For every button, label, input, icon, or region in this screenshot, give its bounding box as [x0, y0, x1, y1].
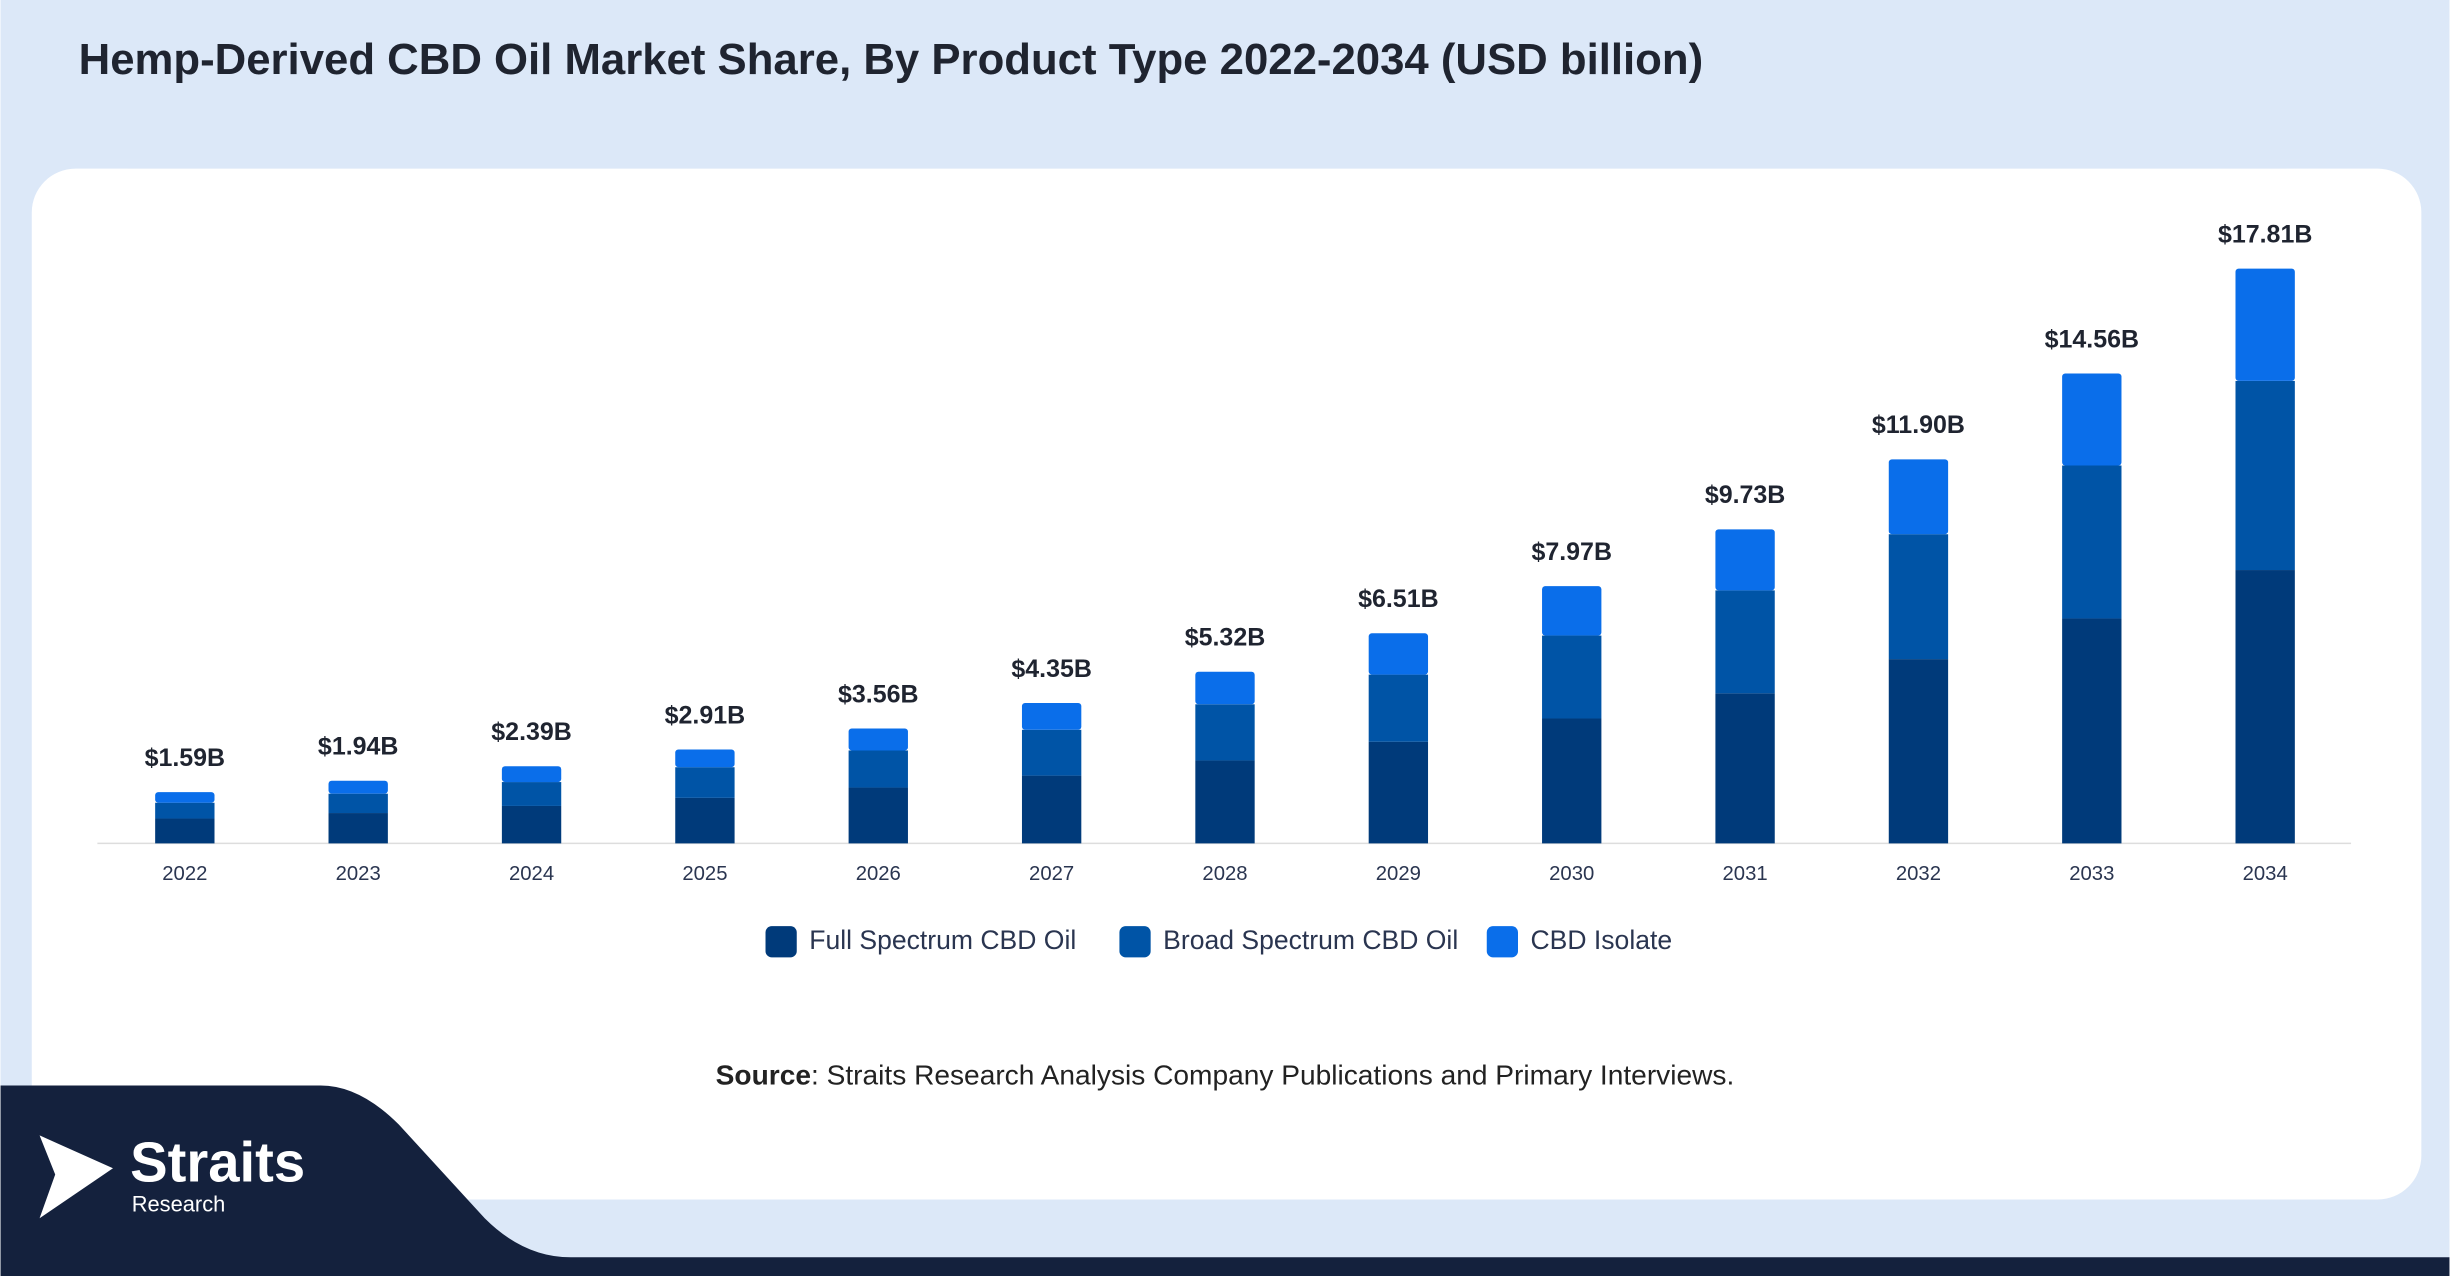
bar-segment	[1542, 635, 1602, 719]
bar-segment	[1195, 704, 1255, 761]
legend-swatch	[765, 926, 797, 958]
bar-segment	[501, 805, 562, 844]
bar-segment	[675, 797, 735, 844]
bar-segment	[328, 793, 388, 814]
bar-segment	[1368, 633, 1429, 675]
legend-label: Broad Spectrum CBD Oil	[1163, 925, 1458, 955]
bar-segment	[1888, 534, 1949, 660]
total-label: $5.32B	[1185, 623, 1266, 651]
x-tick-label: 2023	[336, 863, 381, 885]
bar-segment	[2062, 465, 2122, 619]
total-label: $17.81B	[2218, 220, 2312, 248]
logo-sub: Research	[132, 1191, 226, 1216]
total-label: $1.59B	[145, 744, 226, 772]
bar-segment	[1542, 718, 1602, 844]
total-label: $1.94B	[318, 733, 399, 761]
bar-segment	[1368, 741, 1429, 844]
bar-segment	[155, 818, 215, 844]
bar-segment	[675, 749, 735, 768]
bar-segment	[1021, 729, 1082, 776]
total-label: $3.56B	[838, 680, 919, 708]
bar-segment	[1021, 775, 1082, 844]
x-tick-label: 2030	[1549, 863, 1594, 885]
bar-segment	[2235, 380, 2295, 571]
bar-segment	[2235, 570, 2295, 844]
bar-segment	[848, 787, 908, 844]
legend-label: Full Spectrum CBD Oil	[809, 925, 1076, 955]
bar-segment	[328, 780, 388, 794]
bar-segment	[2062, 618, 2122, 844]
source-text: : Straits Research Analysis Company Publ…	[811, 1060, 1734, 1091]
legend-swatch	[1119, 926, 1151, 958]
bar-segment	[1021, 702, 1082, 730]
total-label: $2.39B	[491, 718, 572, 746]
bar-segment	[848, 750, 908, 788]
bar-segment	[155, 802, 215, 819]
x-tick-label: 2028	[1202, 863, 1247, 885]
bar-segment	[2062, 373, 2122, 466]
source-label: Source	[716, 1060, 811, 1091]
bar-segment	[1888, 659, 1949, 844]
footer-band	[0, 1085, 2450, 1276]
total-label: $2.91B	[665, 701, 746, 729]
total-label: $4.35B	[1011, 655, 1092, 683]
x-tick-label: 2032	[1896, 863, 1941, 885]
x-tick-label: 2025	[682, 863, 727, 885]
bar-segment	[1715, 590, 1775, 694]
bar-segment	[1542, 586, 1602, 636]
total-label: $14.56B	[2045, 325, 2139, 353]
total-label: $11.90B	[1872, 411, 1965, 439]
bar-segment	[1368, 674, 1429, 742]
bar-segment	[2235, 268, 2295, 381]
x-tick-label: 2033	[2069, 863, 2114, 885]
total-label: $6.51B	[1358, 585, 1439, 613]
bar-segment	[675, 767, 735, 798]
chart-title: Hemp-Derived CBD Oil Market Share, By Pr…	[79, 35, 1704, 84]
bar-segment	[1888, 459, 1949, 535]
logo-icon	[39, 1135, 113, 1219]
legend-label: CBD Isolate	[1530, 925, 1672, 955]
x-tick-label: 2034	[2243, 863, 2288, 885]
x-tick-label: 2027	[1029, 863, 1074, 885]
bar-segment	[1195, 760, 1255, 844]
bar-segment	[155, 792, 215, 803]
bar-segment	[848, 728, 908, 751]
legend-swatch	[1486, 926, 1518, 958]
x-tick-label: 2031	[1723, 863, 1768, 885]
x-tick-label: 2024	[509, 863, 554, 885]
bar-segment	[1715, 529, 1775, 591]
bar-segment	[1715, 693, 1775, 844]
x-tick-label: 2029	[1376, 863, 1421, 885]
total-label: $9.73B	[1705, 481, 1786, 509]
bar-segment	[1195, 671, 1255, 705]
source: Source: Straits Research Analysis Compan…	[716, 1060, 1735, 1091]
bar-segment	[501, 766, 562, 783]
x-tick-label: 2026	[856, 863, 901, 885]
x-tick-label: 2022	[162, 863, 207, 885]
logo-name: Straits	[130, 1131, 305, 1194]
total-label: $7.97B	[1531, 538, 1612, 566]
bar-segment	[501, 782, 562, 806]
bar-segment	[328, 813, 388, 844]
